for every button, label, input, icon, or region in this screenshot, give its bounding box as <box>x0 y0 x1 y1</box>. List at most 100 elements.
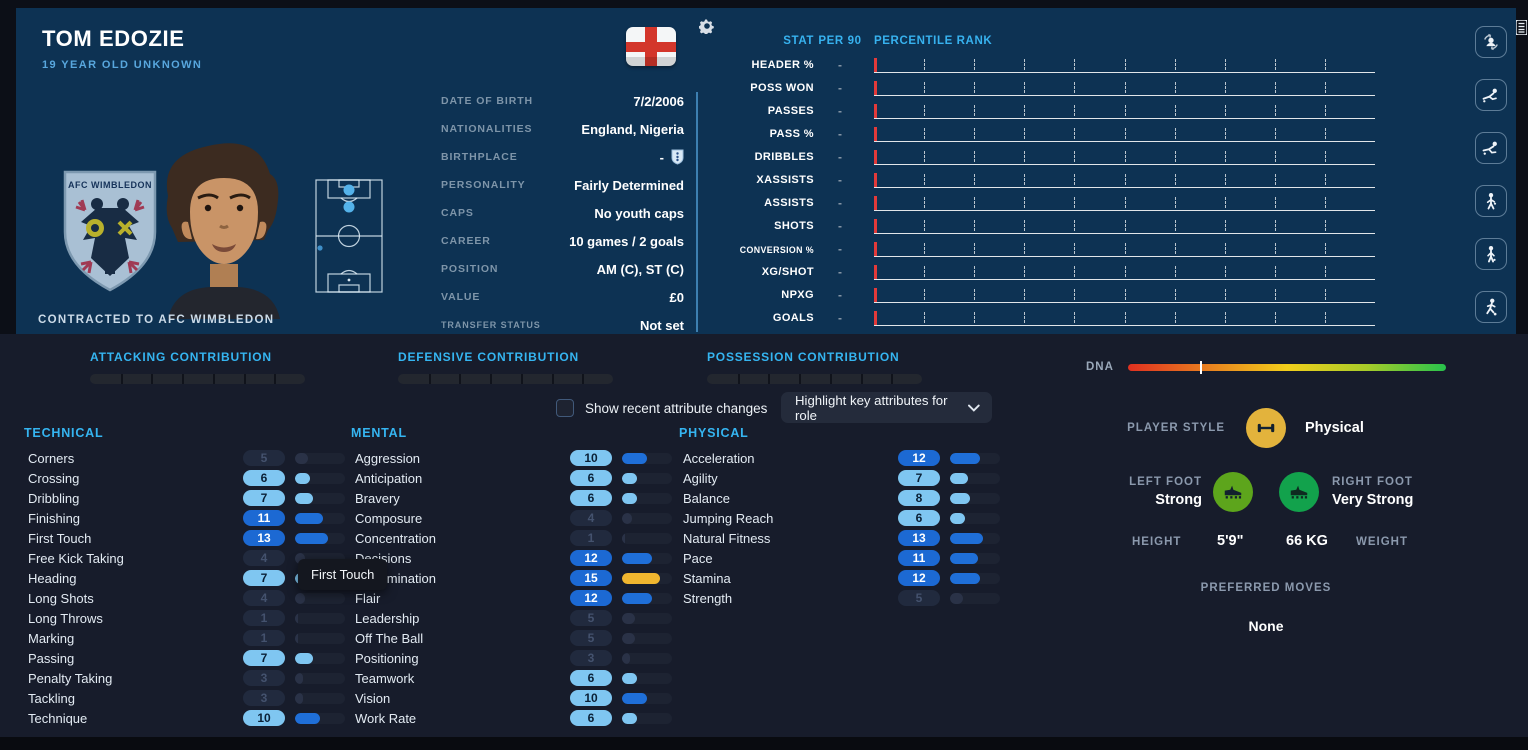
contribution-bar-tick <box>490 374 493 384</box>
attribute-bar-fill <box>295 692 303 704</box>
attribute-bar-fill <box>295 712 320 724</box>
rank-bar-gridline <box>1024 243 1026 254</box>
stat-row: CONVERSION % - <box>716 234 1375 257</box>
stat-row-label: DRIBBLES <box>754 151 814 163</box>
attribute-name: Concentration <box>355 530 436 546</box>
settings-gear-icon[interactable] <box>698 18 715 35</box>
attribute-row: Crossing 6 <box>20 468 345 488</box>
attribute-name: Agility <box>683 470 718 486</box>
info-label: NATIONALITIES <box>441 123 533 135</box>
attribute-name: Balance <box>683 490 730 506</box>
compare-player-icon[interactable] <box>1475 26 1507 58</box>
attribute-name: Finishing <box>28 510 81 526</box>
contribution-bar-tick <box>829 374 832 384</box>
attribute-bar <box>950 452 1000 464</box>
rank-bar-zero-tick <box>874 311 877 325</box>
percentile-rank-bar <box>874 172 1375 188</box>
player-style-label: PLAYER STYLE <box>1127 422 1225 434</box>
attribute-bar <box>295 632 345 644</box>
stat-per90-value: - <box>838 311 842 325</box>
stat-per90-value: - <box>838 288 842 302</box>
percentile-rank-bar <box>874 149 1375 165</box>
contribution-bar-tick <box>891 374 894 384</box>
stat-table-header: STAT PER 90 PERCENTILE RANK <box>716 35 992 47</box>
attribute-value-pill: 5 <box>898 590 940 606</box>
rank-bar-gridline <box>1074 174 1076 185</box>
stat-row: DRIBBLES - <box>716 142 1375 165</box>
attribute-category-title: TECHNICAL <box>24 426 104 440</box>
attribute-bar-fill <box>622 632 635 644</box>
rank-bar-gridline <box>1074 312 1076 323</box>
show-recent-changes-checkbox[interactable] <box>556 399 574 417</box>
rank-bar-gridline <box>1124 59 1126 70</box>
attribute-value-pill: 12 <box>570 550 612 566</box>
attribute-bar-fill <box>622 452 647 464</box>
rank-bar-gridline <box>1174 243 1176 254</box>
rank-bar-zero-tick <box>874 150 877 164</box>
attribute-bar-fill <box>295 512 323 524</box>
stat-row-label: XASSISTS <box>756 174 814 186</box>
rank-bar-gridline <box>1124 174 1126 185</box>
list-icon[interactable] <box>1515 19 1528 40</box>
rank-bar-gridline <box>1174 266 1176 277</box>
attribute-value-pill: 6 <box>570 470 612 486</box>
stat-row: POSS WON - <box>716 73 1375 96</box>
rank-bar-gridline <box>1174 82 1176 93</box>
rank-bar-zero-tick <box>874 242 877 256</box>
rank-bar-gridline <box>1024 128 1026 139</box>
attribute-value-pill: 13 <box>243 530 285 546</box>
contribution-bar-tick <box>582 374 585 384</box>
attribute-row: Bravery 6 <box>347 488 672 508</box>
attribute-bar-fill <box>950 512 965 524</box>
info-value: 10 games / 2 goals <box>569 233 684 249</box>
attribute-value-pill: 12 <box>570 590 612 606</box>
info-value: Fairly Determined <box>574 177 684 193</box>
attribute-value-pill: 6 <box>570 710 612 726</box>
contribution-bar-tick <box>520 374 523 384</box>
attribute-row: Heading 7 <box>20 568 345 588</box>
contract-status-text: CONTRACTED TO AFC WIMBLEDON <box>38 314 275 326</box>
standing-player-icon-2[interactable] <box>1475 238 1507 270</box>
highlight-attributes-dropdown[interactable]: Highlight key attributes for role <box>781 392 992 423</box>
slide-tackle-icon-2[interactable] <box>1475 132 1507 164</box>
player-header-panel: TOM EDOZIE 19 YEAR OLD UNKNOWN AFC WIMBL… <box>16 8 1528 334</box>
info-value: - <box>660 149 684 165</box>
attribute-bar-fill <box>622 712 637 724</box>
stat-row: XG/SHOT - <box>716 257 1375 280</box>
rank-bar-gridline <box>1024 266 1026 277</box>
contribution-bar-tick <box>737 374 740 384</box>
stat-per90-value: - <box>838 81 842 95</box>
percentile-rank-bar <box>874 241 1375 257</box>
running-player-icon[interactable] <box>1475 291 1507 323</box>
weight-value: 66 KG <box>1286 533 1328 549</box>
attribute-bar-fill <box>295 552 305 564</box>
attribute-bar-fill <box>622 552 652 564</box>
attribute-row: Leadership 5 <box>347 608 672 628</box>
slide-tackle-icon[interactable] <box>1475 79 1507 111</box>
rank-bar-gridline <box>974 289 976 300</box>
stat-per90-value: - <box>838 242 842 256</box>
rank-bar-gridline <box>1124 289 1126 300</box>
info-label: PERSONALITY <box>441 179 526 191</box>
stat-per90-value: - <box>838 173 842 187</box>
physical-attributes-column: PHYSICAL Acceleration 12 Agility 7 Balance 8 Ju… <box>675 426 1000 608</box>
attribute-value-pill: 4 <box>570 510 612 526</box>
attribute-row: Passing 7 <box>20 648 345 668</box>
attribute-bar <box>622 652 672 664</box>
percentile-rank-bar <box>874 287 1375 303</box>
attribute-bar <box>295 492 345 504</box>
attribute-row: Penalty Taking 3 <box>20 668 345 688</box>
right-foot-icon <box>1279 472 1319 512</box>
attribute-value-pill: 5 <box>570 630 612 646</box>
attribute-bar-fill <box>622 652 630 664</box>
rank-bar-gridline <box>1224 128 1226 139</box>
attribute-bar <box>622 612 672 624</box>
attribute-value-pill: 6 <box>570 670 612 686</box>
rank-bar-gridline <box>1224 197 1226 208</box>
standing-player-icon[interactable] <box>1475 185 1507 217</box>
stat-row: ASSISTS - <box>716 188 1375 211</box>
attribute-bar <box>295 512 345 524</box>
attribute-name: Vision <box>355 690 391 706</box>
rank-bar-gridline <box>1174 105 1176 116</box>
